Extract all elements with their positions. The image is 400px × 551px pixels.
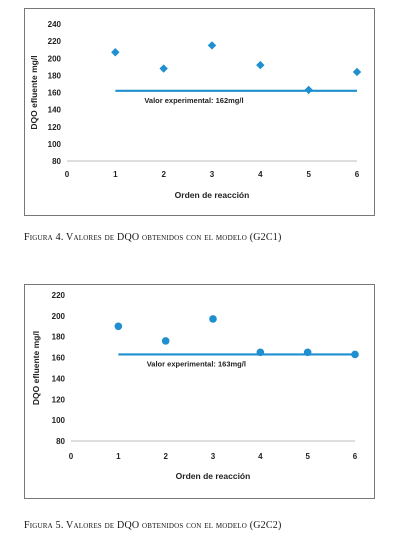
- y-axis-title: DQO efluente mg/l: [29, 55, 39, 129]
- data-point: [304, 85, 313, 95]
- x-axis-title: Orden de reacción: [175, 190, 250, 200]
- data-point: [159, 64, 168, 73]
- y-tick-label: 240: [48, 20, 62, 29]
- data-point: [114, 322, 123, 331]
- data-point: [209, 315, 217, 323]
- y-tick-label: 160: [52, 354, 66, 363]
- x-tick-label: 6: [355, 170, 360, 179]
- chart-2: 80 100 120 140 160 180 200 220 0 1 2 3 4 5 6 Orden de r…: [24, 284, 375, 499]
- data-point: [161, 337, 170, 345]
- x-tick-label: 3: [210, 170, 215, 179]
- y-tick-label: 220: [48, 37, 62, 46]
- chart-1-plot: 80 100 120 140 160 180 200 220 240 0 1 2 3 4 5 6 Orden d…: [29, 20, 362, 200]
- x-tick-label: 0: [65, 170, 70, 179]
- y-tick-label: 140: [48, 106, 62, 115]
- data-point: [303, 348, 312, 357]
- y-tick-label: 140: [52, 374, 66, 383]
- y-tick-label: 120: [52, 395, 66, 404]
- y-tick-label: 200: [52, 312, 66, 321]
- figure-4-caption: Figura 4. Valores de DQO obtenidos con e…: [24, 232, 282, 243]
- y-tick-label: 220: [52, 291, 66, 300]
- y-tick-label: 80: [56, 437, 65, 446]
- chart-1: 80 100 120 140 160 180 200 220 240 0 1 2 3 4 5 6 Orden d…: [24, 8, 375, 216]
- data-point: [256, 60, 265, 70]
- data-point: [256, 348, 265, 357]
- x-tick-label: 6: [353, 452, 358, 461]
- x-tick-label: 4: [258, 452, 263, 461]
- x-tick-label: 2: [161, 170, 166, 179]
- y-tick-label: 80: [52, 157, 61, 166]
- x-axis-title: Orden de reacción: [176, 471, 251, 481]
- x-tick-label: 5: [305, 452, 310, 461]
- x-tick-label: 5: [306, 170, 311, 179]
- reference-line-label: Valor experimental: 163mg/l: [147, 359, 246, 368]
- y-tick-label: 180: [52, 333, 66, 342]
- y-tick-label: 200: [48, 54, 62, 63]
- x-tick-label: 1: [116, 452, 121, 461]
- y-tick-label: 120: [48, 123, 62, 132]
- x-tick-label: 4: [258, 170, 263, 179]
- data-point: [207, 41, 217, 50]
- reference-line-label: Valor experimental: 162mg/l: [144, 96, 243, 105]
- y-tick-label: 100: [52, 416, 66, 425]
- x-tick-label: 0: [69, 452, 74, 461]
- chart-2-plot: 80 100 120 140 160 180 200 220 0 1 2 3 4 5 6 Orden de r…: [31, 291, 359, 481]
- x-tick-label: 2: [163, 452, 168, 461]
- y-tick-label: 160: [48, 89, 62, 98]
- y-axis-title: DQO efluente mg/l: [31, 331, 41, 405]
- figure-5-caption: Figura 5. Valores de DQO obtenidos con e…: [24, 520, 282, 531]
- x-tick-label: 1: [113, 170, 118, 179]
- data-point: [351, 350, 359, 359]
- data-point: [111, 48, 120, 57]
- data-point: [352, 67, 362, 77]
- x-tick-label: 3: [211, 452, 216, 461]
- y-tick-label: 180: [48, 71, 62, 80]
- y-tick-label: 100: [48, 140, 62, 149]
